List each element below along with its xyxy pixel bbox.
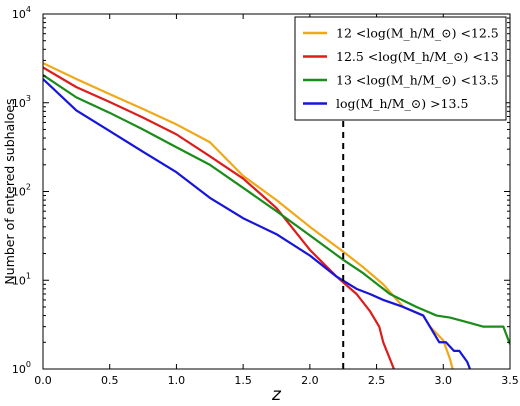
y-tick-label: 101 <box>12 271 31 287</box>
series-line-4 <box>43 78 471 369</box>
series-line-2 <box>43 66 395 369</box>
y-axis-ticks: 100 101 102 103 104 <box>12 5 510 376</box>
series-line-3 <box>43 74 510 345</box>
legend-label: 12 <log(M_h/M_⊙) <12.5 <box>336 26 499 41</box>
x-tick-label: 2.5 <box>368 374 386 387</box>
x-tick-label: 0.0 <box>34 374 52 387</box>
legend-label: log(M_h/M_⊙) >13.5 <box>336 96 468 111</box>
y-tick-label: 100 <box>12 360 31 376</box>
x-axis-label: z <box>271 385 282 405</box>
series-layer <box>43 62 510 369</box>
legend-label: 13 <log(M_h/M_⊙) <13.5 <box>336 73 499 88</box>
x-tick-label: 2.0 <box>301 374 319 387</box>
y-tick-label: 103 <box>12 94 31 110</box>
x-tick-label: 1.5 <box>234 374 252 387</box>
x-tick-label: 0.5 <box>101 374 119 387</box>
x-axis-ticks: 0.0 0.5 1.0 1.5 2.0 2.5 3.0 3.5 <box>34 14 519 387</box>
y-tick-label: 102 <box>12 183 31 199</box>
x-tick-label: 1.0 <box>168 374 186 387</box>
x-tick-label: 3.0 <box>435 374 453 387</box>
legend-box <box>294 16 507 121</box>
legend-label: 12.5 <log(M_h/M_⊙) <13 <box>336 49 499 64</box>
x-tick-label: 3.5 <box>501 374 519 387</box>
legend: 12 <log(M_h/M_⊙) <12.5 12.5 <log(M_h/M_⊙)… <box>294 16 507 121</box>
y-axis-label: Number of entered subhaloes <box>2 98 17 284</box>
y-tick-label: 104 <box>12 5 31 21</box>
